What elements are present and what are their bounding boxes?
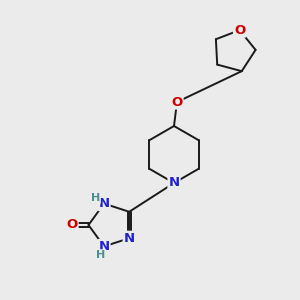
Text: H: H	[91, 193, 100, 203]
Text: H: H	[96, 250, 106, 260]
Text: N: N	[98, 197, 110, 210]
Text: O: O	[171, 95, 183, 109]
Text: N: N	[168, 176, 180, 190]
Text: N: N	[124, 232, 135, 245]
Text: N: N	[98, 240, 110, 253]
Text: O: O	[66, 218, 78, 232]
Text: O: O	[234, 24, 245, 37]
